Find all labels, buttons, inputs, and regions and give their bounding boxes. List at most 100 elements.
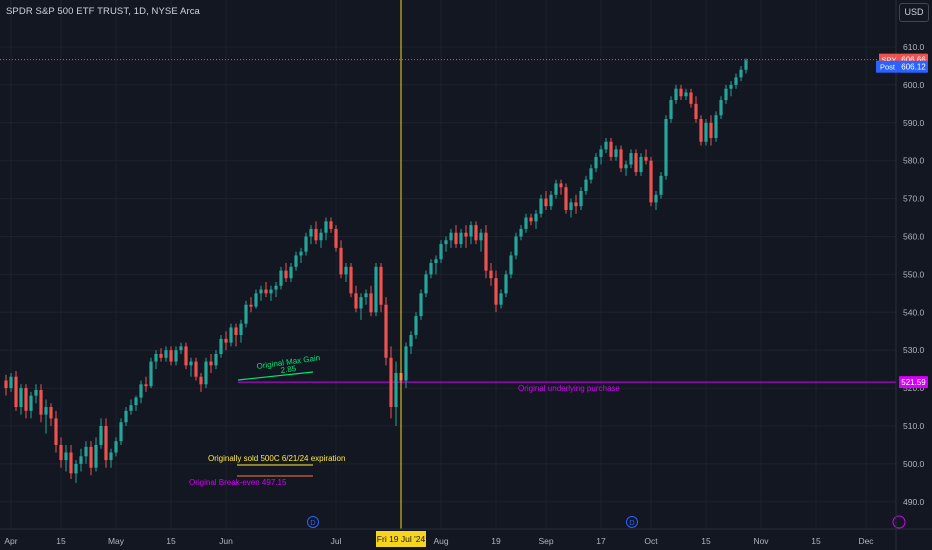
event-marker[interactable] [892, 515, 906, 529]
candle-body [254, 293, 258, 307]
candle [339, 240, 343, 279]
x-tick-label: Jun [219, 536, 233, 546]
candle [474, 221, 478, 245]
candle [409, 331, 413, 354]
y-tick-label: 490.0 [903, 497, 925, 507]
y-tick-label: 600.0 [903, 80, 925, 90]
candle-body [519, 228, 523, 237]
x-tick-label: May [108, 536, 125, 546]
y-tick-label: 500.0 [903, 459, 925, 469]
x-tick-label: 15 [701, 536, 711, 546]
post-tag-text: Post [880, 63, 896, 72]
candle [709, 115, 713, 146]
candle-body [184, 346, 188, 366]
candle-body [534, 213, 538, 222]
candle-body [259, 289, 263, 294]
candle [654, 191, 658, 210]
candle [199, 372, 203, 392]
candle [289, 263, 293, 282]
candle-body [589, 168, 593, 180]
candle-body [189, 361, 193, 366]
candle [104, 418, 108, 468]
candle [584, 175, 588, 195]
candle-body [309, 228, 313, 237]
post-price-box [899, 60, 928, 73]
candle-body [219, 338, 223, 354]
candle-body [359, 297, 363, 309]
candle [549, 191, 553, 210]
candle-body [294, 255, 298, 267]
purchase-line-label: Original underlying purchase [518, 384, 620, 393]
candle-body [509, 255, 513, 275]
candle-body [574, 202, 578, 207]
candle [29, 391, 33, 419]
candle-body [529, 217, 533, 222]
candle [309, 225, 313, 245]
candle [404, 342, 408, 389]
y-tick-label: 610.0 [903, 42, 925, 52]
candle [19, 384, 23, 415]
candle-body [569, 202, 573, 210]
candle-body [139, 384, 143, 398]
candle-body [729, 84, 733, 89]
candle-body [489, 270, 493, 279]
candle-body [734, 77, 738, 85]
candle [24, 384, 28, 419]
candle [164, 346, 168, 362]
x-tick-label: Sep [538, 536, 553, 546]
candle-body [419, 293, 423, 317]
candle [499, 289, 503, 309]
currency-button[interactable]: USD [899, 3, 929, 22]
candle-body [264, 289, 268, 294]
candle-body [679, 88, 683, 97]
candle [564, 183, 568, 214]
candle [639, 153, 643, 176]
candle [44, 399, 48, 434]
candle [134, 395, 138, 411]
candle [349, 263, 353, 298]
candle-body [134, 397, 138, 406]
candle-body [434, 259, 438, 264]
candle [744, 58, 748, 74]
x-tick-label: Aug [433, 536, 448, 546]
candle [634, 149, 638, 176]
post-tag-box [876, 60, 899, 73]
candle [559, 179, 563, 195]
candle-body [669, 100, 673, 120]
candle-body [404, 346, 408, 381]
candle-body [54, 418, 58, 445]
candle [704, 119, 708, 146]
candle-body [564, 187, 568, 210]
dividend-marker[interactable]: D [307, 516, 319, 528]
candle-body [539, 198, 543, 214]
candle [689, 88, 693, 108]
candle [504, 270, 508, 298]
candle [254, 289, 258, 309]
candle [579, 187, 583, 210]
candle [644, 149, 648, 165]
candle-body [649, 160, 653, 203]
candle [569, 198, 573, 218]
candle-body [594, 156, 598, 169]
candle-body [199, 376, 203, 385]
y-axis: 490.0 500.0 510.0 520.0 530.0 540.0 550.0 560.0… [876, 0, 928, 550]
candle-body [524, 217, 528, 229]
candle-body [619, 149, 623, 169]
candle [249, 297, 253, 313]
candle [189, 357, 193, 377]
candle [384, 297, 388, 366]
y-tick-label: 560.0 [903, 232, 925, 242]
candle [209, 353, 213, 373]
candle [724, 84, 728, 104]
candle [269, 285, 273, 301]
crosshair-date-box [376, 531, 426, 547]
candle-body [429, 263, 433, 275]
candle [4, 374, 8, 396]
candle [719, 96, 723, 120]
candle-body [629, 153, 633, 165]
candle [574, 194, 578, 214]
candle-body [609, 141, 613, 157]
dividend-marker[interactable]: D [626, 516, 638, 528]
candle-body [554, 183, 558, 195]
